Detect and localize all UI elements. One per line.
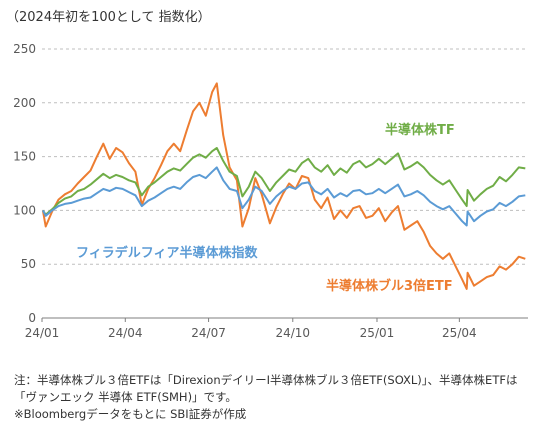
y-tick-label: 50 <box>21 257 36 271</box>
x-tick-label: 24/10 <box>275 326 310 340</box>
x-tick-label: 25/01 <box>360 326 395 340</box>
y-tick-label: 250 <box>13 42 36 56</box>
gridlines <box>42 48 528 265</box>
y-tick-label: 200 <box>13 96 36 110</box>
y-tick-label: 0 <box>28 311 36 325</box>
x-tick-label: 24/04 <box>108 326 143 340</box>
x-axis: 24/01 24/04 24/07 24/10 25/01 25/04 <box>25 317 528 340</box>
footnote-line-1: 注：半導体株ブル３倍ETFは「DirexionデイリーI半導体株ブル３倍ETF(… <box>14 373 518 387</box>
tf-series-label: 半導体株TF <box>385 122 455 138</box>
tf-line <box>42 147 526 216</box>
x-tick-label: 24/01 <box>25 326 60 340</box>
footnote-line-3: ※Bloombergデータをもとに SBI証券が作成 <box>14 407 247 421</box>
index-line <box>42 166 526 227</box>
y-axis: 0 50 100 150 200 250 <box>13 42 36 325</box>
x-tick-label: 25/04 <box>442 326 477 340</box>
footnote-line-2: 「ヴァンエック 半導体 ETF(SMH)」です。 <box>14 390 237 404</box>
chart-caption: （2024年初を100として 指数化） <box>6 10 211 25</box>
y-tick-label: 150 <box>13 150 36 164</box>
x-tick-label: 24/07 <box>191 326 226 340</box>
line-chart: 0 50 100 150 200 250 24/01 24/04 24/07 24/10 25/0… <box>6 10 528 340</box>
y-tick-label: 100 <box>13 203 36 217</box>
bull-series-label: 半導体株ブル3倍ETF <box>326 278 453 294</box>
index-series-label: フィラデルフィア半導体株指数 <box>76 245 258 261</box>
series-lines <box>41 82 526 290</box>
